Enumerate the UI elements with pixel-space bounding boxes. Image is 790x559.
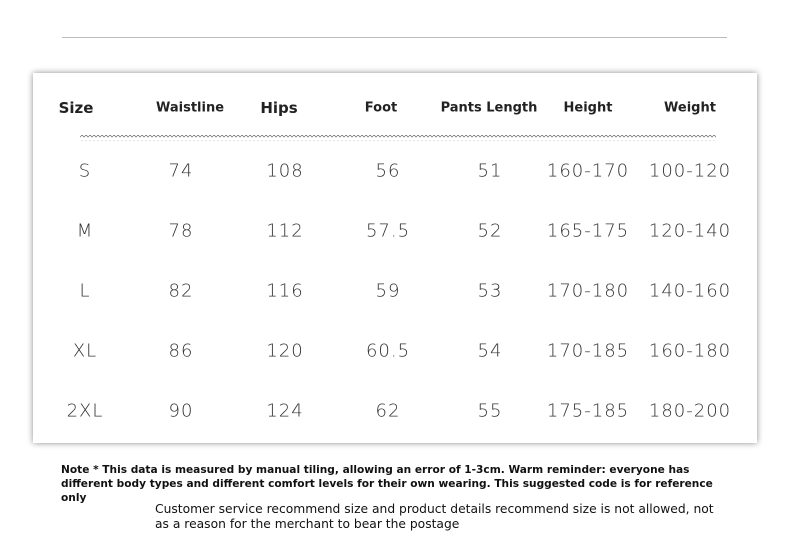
- table-cell: 140-160: [648, 280, 732, 302]
- table-cell: 2XL: [66, 400, 104, 422]
- table-cell: 51: [477, 160, 503, 182]
- table-cell: 112: [266, 220, 304, 242]
- table-cell: 160-170: [546, 160, 630, 182]
- table-cell: 74: [168, 160, 194, 182]
- table-cell: 52: [477, 220, 503, 242]
- header-cell: Pants Length: [440, 100, 538, 116]
- table-cell: 86: [168, 340, 194, 362]
- header-cell: Waistline: [155, 100, 225, 116]
- note: Note * This data is measured by manual t…: [61, 464, 713, 504]
- table-cell: S: [78, 160, 92, 182]
- table-cell: 82: [168, 280, 194, 302]
- header-cell: Foot: [364, 100, 398, 116]
- table-cell: 78: [168, 220, 194, 242]
- table-cell: 120: [266, 340, 304, 362]
- header-cell: Weight: [664, 100, 716, 116]
- table-cell: 120-140: [648, 220, 732, 242]
- divider: [62, 37, 727, 38]
- header-cell: Size: [58, 99, 94, 117]
- header-cell: Height: [563, 100, 613, 116]
- table-cell: 165-175: [546, 220, 630, 242]
- table-cell: 59: [375, 280, 401, 302]
- wavy-divider: [80, 135, 716, 141]
- table-cell: 170-185: [546, 340, 630, 362]
- header-cell: Hips: [260, 99, 298, 117]
- table-cell: 160-180: [648, 340, 732, 362]
- table-cell: 62: [375, 400, 401, 422]
- table-cell: 54: [477, 340, 503, 362]
- table-cell: L: [79, 280, 91, 302]
- table-cell: 60.5: [365, 340, 411, 362]
- note: Customer service recommend size and prod…: [155, 502, 714, 531]
- size-table: Size Waistline Hips Foot Pants Length Height W…: [33, 73, 757, 443]
- table-cell: 90: [168, 400, 194, 422]
- table-cell: 175-185: [546, 400, 630, 422]
- table-cell: 100-120: [648, 160, 732, 182]
- table-cell: M: [76, 220, 94, 242]
- table-cell: 56: [375, 160, 401, 182]
- table-cell: 116: [266, 280, 304, 302]
- table-cell: XL: [72, 340, 98, 362]
- table-cell: 124: [266, 400, 304, 422]
- table-cell: 55: [477, 400, 503, 422]
- table-cell: 53: [477, 280, 503, 302]
- table-cell: 170-180: [546, 280, 630, 302]
- table-cell: 180-200: [648, 400, 732, 422]
- table-cell: 57.5: [365, 220, 411, 242]
- table-cell: 108: [266, 160, 304, 182]
